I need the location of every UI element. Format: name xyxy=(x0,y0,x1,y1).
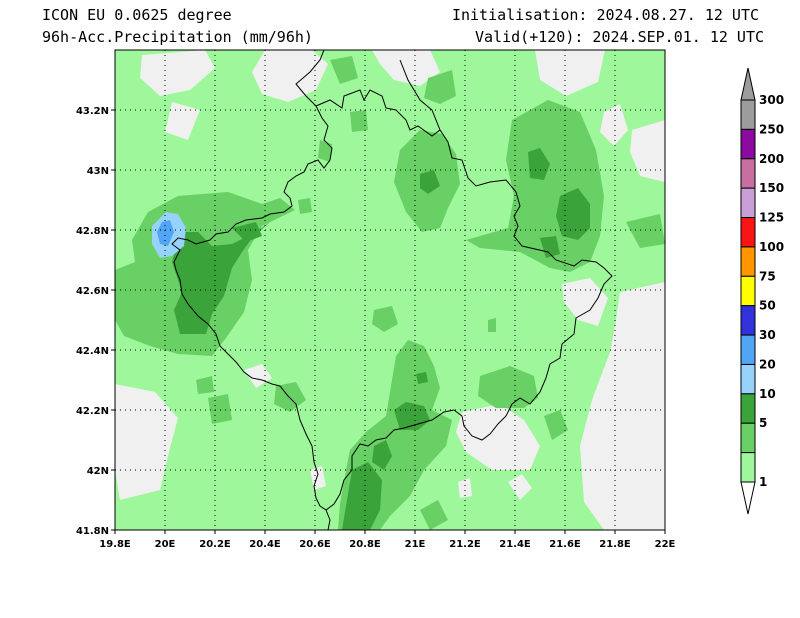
colorbar-label: 100 xyxy=(759,240,784,254)
lon-tick-label: 21.6E xyxy=(549,539,581,550)
colorbar-swatch xyxy=(740,187,756,219)
lon-tick-label: 20E xyxy=(155,539,176,550)
macedonia-border xyxy=(399,59,441,131)
lat-tick-label: 42.2N xyxy=(76,406,109,417)
lon-tick-label: 22E xyxy=(655,539,676,550)
kosovo-border xyxy=(171,89,613,511)
lon-tick-label: 21.8E xyxy=(599,539,631,550)
country-borders xyxy=(171,50,613,530)
colorbar-label: 250 xyxy=(759,122,784,136)
lat-tick-label: 42.4N xyxy=(76,346,109,357)
precip-30-50-area xyxy=(157,220,174,246)
lat-tick-label: 43N xyxy=(87,166,109,177)
colorbar-swatch xyxy=(740,334,756,365)
lon-tick-label: 19.8E xyxy=(99,539,131,550)
colorbar-label: 150 xyxy=(759,181,784,195)
lat-tick-label: 43.2N xyxy=(76,106,109,117)
colorbar-swatch xyxy=(740,99,756,130)
colorbar-swatch xyxy=(740,128,756,160)
precip-10-20-areas xyxy=(172,148,590,530)
lat-tick-label: 41.8N xyxy=(76,526,109,537)
no-precip-areas xyxy=(115,50,665,530)
montenegro-border xyxy=(295,50,325,107)
model-title: ICON EU 0.0625 degree xyxy=(42,6,232,24)
colorbar-top-arrow xyxy=(740,67,756,101)
colorbar-swatch xyxy=(740,363,756,395)
lat-tick-label: 42.6N xyxy=(76,286,109,297)
albania-border xyxy=(325,509,331,530)
colorbar-label: 75 xyxy=(759,269,776,283)
colorbar-label: 20 xyxy=(759,357,776,371)
colorbar-label: 1 xyxy=(759,475,767,489)
colorbar-swatch xyxy=(740,452,756,483)
lon-tick-label: 20.6E xyxy=(299,539,331,550)
init-time: Initialisation: 2024.08.27. 12 UTC xyxy=(451,6,759,24)
colorbar-label: 125 xyxy=(759,211,784,225)
colorbar-swatch xyxy=(740,246,756,277)
colorbar-bottom-arrow xyxy=(740,481,756,515)
colorbar-swatch xyxy=(740,217,756,248)
colorbar-label: 10 xyxy=(759,387,776,401)
field-title: 96h-Acc.Precipitation (mm/96h) xyxy=(42,28,313,46)
lon-tick-label: 21.2E xyxy=(449,539,481,550)
valid-time: Valid(+120): 2024.SEP.01. 12 UTC xyxy=(475,28,764,46)
axis-ticks xyxy=(111,109,666,534)
colorbar-label: 5 xyxy=(759,416,767,430)
colorbar-label: 300 xyxy=(759,93,784,107)
colorbar-label: 50 xyxy=(759,299,776,313)
latitude-labels: 43.2N 43N 42.8N 42.6N 42.4N 42.2N 42N 41.8N xyxy=(76,106,109,537)
lon-tick-label: 20.4E xyxy=(249,539,281,550)
lon-tick-label: 20.2E xyxy=(199,539,231,550)
colorbar-swatch xyxy=(740,275,756,307)
colorbar-swatch xyxy=(740,393,756,424)
graticule xyxy=(115,50,665,530)
lon-tick-label: 21.4E xyxy=(499,539,531,550)
colorbar-label: 200 xyxy=(759,152,784,166)
colorbar-swatch xyxy=(740,305,756,336)
lon-tick-label: 20.8E xyxy=(349,539,381,550)
lat-tick-label: 42.8N xyxy=(76,226,109,237)
lon-tick-label: 21E xyxy=(405,539,426,550)
colorbar-swatch xyxy=(740,158,756,189)
colorbar-label: 30 xyxy=(759,328,776,342)
colorbar-swatch xyxy=(740,422,756,454)
lat-tick-label: 42N xyxy=(87,466,109,477)
colorbar: 300 250 200 150 125 100 75 50 30 20 10 5 1 xyxy=(740,67,784,515)
longitude-labels: 19.8E 20E 20.2E 20.4E 20.6E 20.8E 21E 21.2E 21.4… xyxy=(99,539,675,550)
